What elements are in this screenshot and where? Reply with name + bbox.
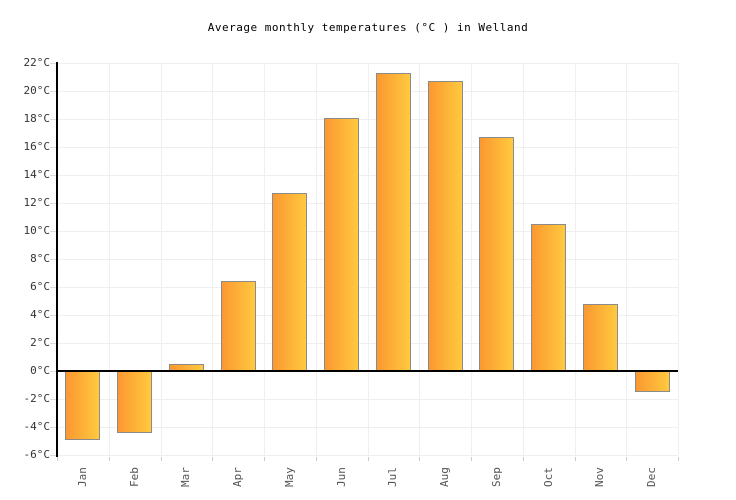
bar-jul (375, 72, 411, 371)
bar-sep (479, 137, 515, 371)
bar-jan (65, 371, 101, 440)
bar-feb (117, 371, 153, 433)
bar-oct (531, 224, 567, 371)
bar-jun (324, 117, 360, 371)
y-tick-label: 8°C (30, 252, 50, 265)
y-tick-label: 14°C (23, 168, 51, 181)
y-axis-tick (50, 371, 57, 372)
gridline-v (212, 63, 214, 455)
y-axis-tick (50, 119, 57, 120)
y-tick-label: 16°C (23, 140, 51, 153)
x-label-mar: Mar (179, 467, 193, 487)
y-axis-tick (50, 63, 57, 64)
x-axis-tick (264, 457, 265, 461)
zero-baseline (57, 370, 678, 372)
x-axis-tick (678, 457, 679, 461)
chart-title: Average monthly temperatures (°C ) in We… (207, 21, 529, 34)
y-axis-tick (50, 315, 57, 316)
y-tick-label: 4°C (30, 308, 50, 321)
x-label-may: May (282, 467, 296, 487)
y-axis-tick (50, 147, 57, 148)
x-label-apr: Apr (231, 467, 245, 487)
y-tick-label: 6°C (30, 280, 50, 293)
gridline-v (522, 63, 524, 455)
y-tick-label: 2°C (30, 336, 50, 349)
x-axis-tick (522, 457, 524, 461)
x-axis-tick (471, 457, 472, 461)
gridline-v (264, 63, 265, 455)
gridline-v (678, 63, 679, 455)
x-axis-tick (57, 457, 58, 461)
y-tick-label: -4°C (23, 420, 51, 433)
y-axis-tick (50, 259, 57, 260)
y-axis-tick (50, 175, 57, 176)
y-tick-label: -2°C (23, 392, 51, 405)
bar-dec (634, 371, 670, 392)
y-axis-line (56, 62, 58, 457)
y-tick-label: 18°C (23, 112, 51, 125)
x-label-dec: Dec (645, 467, 659, 487)
y-axis-tick (50, 203, 57, 204)
x-label-feb: Feb (127, 467, 141, 487)
gridline-v (471, 63, 472, 455)
y-axis-tick (50, 399, 57, 400)
bar-apr (220, 281, 256, 371)
gridline-v (419, 63, 421, 455)
y-tick-label: 10°C (23, 224, 51, 237)
x-label-sep: Sep (489, 467, 503, 487)
x-axis-tick (367, 457, 369, 461)
x-axis-tick (419, 457, 421, 461)
bar-aug (427, 81, 463, 371)
y-tick-label: 20°C (23, 84, 51, 97)
gridline-v (626, 63, 628, 455)
x-label-jan: Jan (75, 467, 89, 487)
x-axis-tick (108, 457, 110, 461)
y-axis-tick (50, 287, 57, 288)
gridline-v (367, 63, 369, 455)
bar-nov (582, 303, 618, 371)
y-axis-tick (50, 231, 57, 232)
x-label-oct: Oct (541, 467, 555, 487)
x-label-nov: Nov (593, 467, 607, 487)
x-axis-tick (315, 457, 317, 461)
y-axis-tick (50, 343, 57, 344)
gridline-h (57, 455, 678, 456)
bar-may (272, 193, 308, 371)
y-tick-label: 0°C (30, 364, 50, 377)
x-label-jul: Jul (386, 467, 400, 487)
x-label-jun: Jun (334, 467, 348, 487)
gridline-v (574, 63, 576, 455)
y-axis-tick (50, 91, 57, 92)
y-tick-label: 12°C (23, 196, 51, 209)
gridline-v (108, 63, 110, 455)
x-label-aug: Aug (438, 467, 452, 487)
x-axis-tick (160, 457, 162, 461)
x-axis-tick (212, 457, 214, 461)
y-axis-tick (50, 427, 57, 428)
y-axis-tick (50, 455, 57, 456)
gridline-v (315, 63, 317, 455)
x-axis-tick (574, 457, 576, 461)
y-tick-label: 22°C (23, 56, 51, 69)
y-tick-label: -6°C (23, 448, 51, 461)
gridline-v (160, 63, 162, 455)
x-axis-tick (626, 457, 628, 461)
